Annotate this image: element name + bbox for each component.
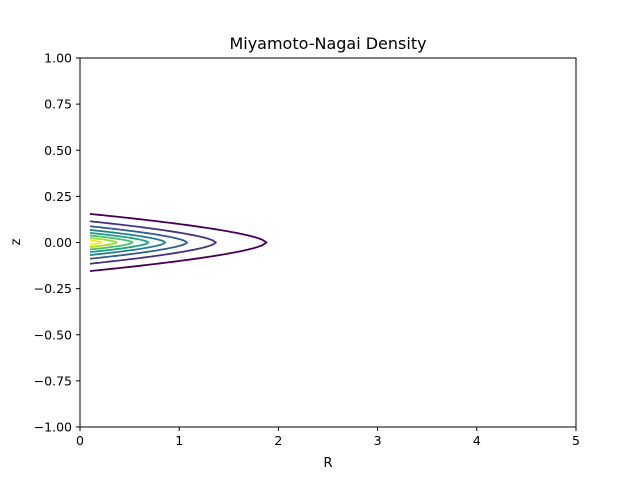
y-tick-label: 0.50	[44, 143, 72, 158]
y-tick-label: −0.50	[34, 327, 72, 342]
y-axis-ticks: 1.00 0.75 0.50 0.25 0.00 −0.25 −0.50 −0.75 −1.00	[34, 51, 80, 435]
x-axis-label: R	[323, 456, 332, 471]
contour-level-6	[89, 234, 134, 251]
contour-level-4	[89, 229, 167, 256]
x-axis-ticks: 0 1 2 3 4 5	[76, 427, 580, 448]
y-tick-label: 1.00	[44, 51, 72, 66]
y-tick-label: 0.00	[44, 235, 72, 250]
y-tick-label: 0.25	[44, 189, 72, 204]
x-tick-label: 1	[175, 433, 183, 448]
contour-lines	[89, 213, 268, 272]
y-tick-label: 0.75	[44, 97, 72, 112]
chart-title: Miyamoto-Nagai Density	[229, 34, 426, 53]
x-tick-label: 4	[473, 433, 481, 448]
contour-level-7	[89, 236, 118, 249]
plot-frame	[79, 57, 577, 428]
contour-level-1	[89, 213, 268, 272]
x-tick-label: 2	[274, 433, 282, 448]
contour-level-5	[89, 232, 150, 253]
x-tick-label: 5	[572, 433, 580, 448]
contour-level-2	[89, 220, 217, 265]
y-axis-label: z	[9, 238, 24, 245]
y-tick-label: −1.00	[34, 420, 72, 435]
x-tick-label: 0	[76, 433, 84, 448]
y-tick-label: −0.75	[34, 373, 72, 388]
contour-level-3	[89, 225, 189, 260]
contour-level-8	[89, 239, 103, 246]
x-tick-label: 3	[374, 433, 382, 448]
y-tick-label: −0.25	[34, 281, 72, 296]
